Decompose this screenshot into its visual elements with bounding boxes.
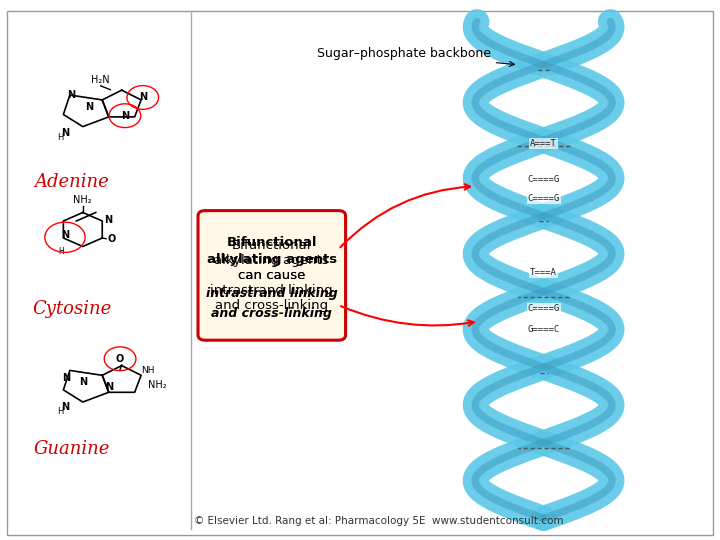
FancyBboxPatch shape (198, 211, 346, 340)
Text: N: N (61, 230, 69, 240)
Text: NH: NH (141, 366, 155, 375)
Text: N: N (139, 92, 147, 103)
Text: N: N (63, 373, 71, 383)
Text: Cytosine: Cytosine (32, 300, 112, 318)
Text: Sugar–phosphate backbone: Sugar–phosphate backbone (317, 48, 514, 66)
Text: and cross-linking: and cross-linking (212, 307, 332, 320)
Text: Guanine: Guanine (34, 440, 110, 458)
Text: NH₂: NH₂ (73, 195, 92, 205)
Text: alkylating agents: alkylating agents (207, 253, 337, 266)
Text: A===T: A===T (530, 139, 557, 147)
Text: C====G: C====G (528, 194, 559, 202)
Text: Bifunctional
alkylating agents
can cause
intrastrand linking
and cross-linking: Bifunctional alkylating agents can cause… (210, 239, 333, 312)
Text: N: N (78, 377, 87, 387)
Text: O: O (116, 354, 124, 364)
Text: intrastrand linking: intrastrand linking (206, 287, 338, 300)
Text: Adenine: Adenine (35, 173, 109, 191)
Text: N: N (61, 128, 69, 138)
Text: N: N (61, 402, 69, 412)
Text: can cause: can cause (238, 269, 305, 282)
Text: © Elsevier Ltd. Rang et al: Pharmacology 5E  www.studentconsult.com: © Elsevier Ltd. Rang et al: Pharmacology… (194, 516, 564, 526)
Text: N: N (104, 215, 112, 225)
Text: N: N (104, 382, 113, 393)
Text: N: N (85, 102, 94, 112)
Text: NH₂: NH₂ (148, 380, 166, 390)
Text: H: H (57, 407, 63, 416)
Text: Bifunctional: Bifunctional (227, 235, 317, 248)
Text: H: H (57, 133, 63, 141)
Text: N: N (121, 111, 129, 121)
Text: N: N (68, 90, 76, 100)
Text: O: O (107, 234, 115, 244)
Text: C====G: C====G (528, 176, 559, 184)
Text: H: H (58, 247, 63, 256)
Text: G====C: G====C (528, 325, 559, 334)
Text: T===A: T===A (530, 268, 557, 277)
Text: C====G: C====G (528, 305, 559, 313)
FancyBboxPatch shape (7, 11, 713, 535)
Text: H₂N: H₂N (91, 75, 110, 85)
